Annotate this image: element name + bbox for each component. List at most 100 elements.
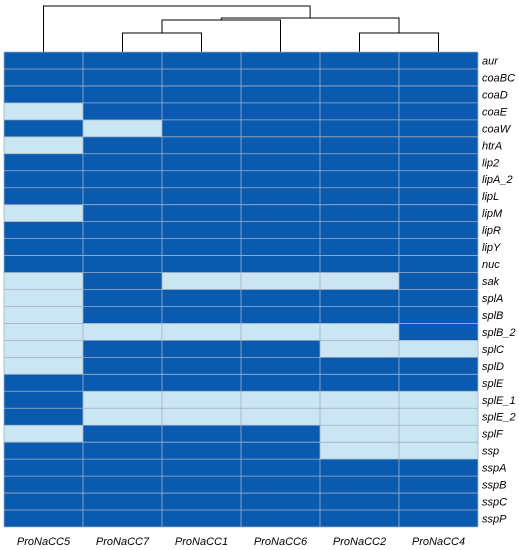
- heatmap-cell-sak-ProNaCC4: [399, 272, 478, 290]
- heatmap-cell-lipM-ProNaCC7: [83, 204, 162, 222]
- heatmap-cell-sspP-ProNaCC7: [83, 510, 162, 527]
- heatmap-cell-coaBC-ProNaCC6: [241, 68, 320, 86]
- heatmap-cell-splB_2-ProNaCC7: [83, 323, 162, 341]
- heatmap-cell-lipM-ProNaCC2: [320, 204, 399, 222]
- heatmap-cell-coaBC-ProNaCC7: [83, 68, 162, 86]
- heatmap-cell-ssp-ProNaCC7: [83, 442, 162, 460]
- row-label-coaE: coaE: [482, 106, 508, 118]
- heatmap-cell-ssp-ProNaCC1: [162, 442, 241, 460]
- row-label-splA: splA: [482, 293, 503, 305]
- heatmap-cell-lipL-ProNaCC5: [4, 187, 83, 205]
- heatmap-cell-lip2-ProNaCC5: [4, 153, 83, 171]
- heatmap-cell-lipM-ProNaCC4: [399, 204, 478, 222]
- heatmap-cell-splA-ProNaCC6: [241, 289, 320, 307]
- heatmap-cell-lipL-ProNaCC2: [320, 187, 399, 205]
- heatmap-cell-sak-ProNaCC5: [4, 272, 83, 290]
- heatmap-cell-lipR-ProNaCC7: [83, 221, 162, 239]
- heatmap-cell-coaW-ProNaCC5: [4, 119, 83, 137]
- heatmap-cell-splB_2-ProNaCC6: [241, 323, 320, 341]
- heatmap-cell-sspA-ProNaCC1: [162, 459, 241, 477]
- heatmap-cell-lipL-ProNaCC6: [241, 187, 320, 205]
- column-label-ProNaCC4: ProNaCC4: [412, 536, 465, 548]
- row-label-splD: splD: [482, 361, 504, 373]
- heatmap-cell-coaE-ProNaCC1: [162, 102, 241, 120]
- heatmap-cell-splE-ProNaCC7: [83, 374, 162, 392]
- heatmap-cell-sak-ProNaCC2: [320, 272, 399, 290]
- heatmap-cell-splB-ProNaCC6: [241, 306, 320, 324]
- heatmap-cell-splA-ProNaCC1: [162, 289, 241, 307]
- heatmap-cell-coaD-ProNaCC7: [83, 85, 162, 103]
- heatmap-cell-splE_1-ProNaCC2: [320, 391, 399, 409]
- heatmap-cell-coaE-ProNaCC6: [241, 102, 320, 120]
- heatmap-cell-splD-ProNaCC7: [83, 357, 162, 375]
- row-label-splE_2: splE_2: [482, 412, 516, 424]
- heatmap-cell-sspA-ProNaCC6: [241, 459, 320, 477]
- heatmap-cell-splE_2-ProNaCC1: [162, 408, 241, 426]
- heatmap-cell-splF-ProNaCC7: [83, 425, 162, 443]
- heatmap-cell-ssp-ProNaCC2: [320, 442, 399, 460]
- column-label-ProNaCC5: ProNaCC5: [17, 536, 71, 548]
- heatmap-cell-splE-ProNaCC4: [399, 374, 478, 392]
- heatmap-cell-splE_1-ProNaCC1: [162, 391, 241, 409]
- heatmap-cell-sspP-ProNaCC2: [320, 510, 399, 527]
- row-label-splE_1: splE_1: [482, 395, 516, 407]
- heatmap-cell-htrA-ProNaCC6: [241, 136, 320, 154]
- heatmap-cell-lipR-ProNaCC6: [241, 221, 320, 239]
- row-label-lipR: lipR: [482, 225, 501, 237]
- heatmap-cell-splA-ProNaCC4: [399, 289, 478, 307]
- heatmap-cell-htrA-ProNaCC5: [4, 136, 83, 154]
- heatmap-cell-lipY-ProNaCC7: [83, 238, 162, 256]
- heatmap-cell-splF-ProNaCC6: [241, 425, 320, 443]
- heatmap-cell-splC-ProNaCC5: [4, 340, 83, 358]
- heatmap-cell-lipA_2-ProNaCC5: [4, 170, 83, 188]
- heatmap-cell-sspP-ProNaCC5: [4, 510, 83, 527]
- heatmap-cell-lipR-ProNaCC4: [399, 221, 478, 239]
- heatmap-cell-coaW-ProNaCC1: [162, 119, 241, 137]
- heatmap-cell-splB-ProNaCC1: [162, 306, 241, 324]
- heatmap-cell-lipL-ProNaCC1: [162, 187, 241, 205]
- row-label-sspP: sspP: [482, 514, 507, 526]
- heatmap-cell-splE_2-ProNaCC6: [241, 408, 320, 426]
- heatmap-cell-sspC-ProNaCC5: [4, 493, 83, 511]
- heatmap-cell-sspB-ProNaCC6: [241, 476, 320, 494]
- heatmap-cell-htrA-ProNaCC7: [83, 136, 162, 154]
- heatmap-cell-aur-ProNaCC2: [320, 52, 399, 69]
- heatmap-cell-aur-ProNaCC6: [241, 52, 320, 69]
- heatmap-cell-coaE-ProNaCC2: [320, 102, 399, 120]
- heatmap-cell-lipR-ProNaCC1: [162, 221, 241, 239]
- heatmap-cell-coaD-ProNaCC6: [241, 85, 320, 103]
- heatmap-cell-splF-ProNaCC2: [320, 425, 399, 443]
- column-labels: ProNaCC5 ProNaCC7 ProNaCC1 ProNaCC6 ProNaCC2…: [17, 536, 465, 548]
- heatmap-cell-nuc-ProNaCC1: [162, 255, 241, 273]
- heatmap-cell-lip2-ProNaCC4: [399, 153, 478, 171]
- heatmap-cell-lipL-ProNaCC7: [83, 187, 162, 205]
- row-label-aur: aur: [482, 55, 499, 67]
- row-label-sspC: sspC: [482, 497, 507, 509]
- heatmap-cell-sspP-ProNaCC4: [399, 510, 478, 527]
- heatmap-cell-splB_2-ProNaCC5: [4, 323, 83, 341]
- heatmap-cell-lipA_2-ProNaCC1: [162, 170, 241, 188]
- heatmap-cell-splC-ProNaCC6: [241, 340, 320, 358]
- heatmap-cell-splE-ProNaCC6: [241, 374, 320, 392]
- heatmap-cell-aur-ProNaCC4: [399, 52, 478, 69]
- heatmap-cell-htrA-ProNaCC2: [320, 136, 399, 154]
- heatmap-cell-sak-ProNaCC6: [241, 272, 320, 290]
- heatmap-cell-splD-ProNaCC1: [162, 357, 241, 375]
- heatmap-cell-lipM-ProNaCC6: [241, 204, 320, 222]
- heatmap-cell-ssp-ProNaCC4: [399, 442, 478, 460]
- heatmap-cell-coaE-ProNaCC7: [83, 102, 162, 120]
- heatmap-cell-lipY-ProNaCC6: [241, 238, 320, 256]
- heatmap-cell-lip2-ProNaCC6: [241, 153, 320, 171]
- heatmap-cell-splA-ProNaCC5: [4, 289, 83, 307]
- heatmap-cell-lipY-ProNaCC1: [162, 238, 241, 256]
- heatmap-cell-splE_2-ProNaCC4: [399, 408, 478, 426]
- heatmap-cell-splB-ProNaCC2: [320, 306, 399, 324]
- heatmap-cell-splC-ProNaCC7: [83, 340, 162, 358]
- heatmap-cell-lipM-ProNaCC1: [162, 204, 241, 222]
- row-label-lip2: lip2: [482, 157, 499, 169]
- row-label-splE: splE: [482, 378, 504, 390]
- heatmap-cell-lipY-ProNaCC5: [4, 238, 83, 256]
- row-label-sak: sak: [482, 276, 500, 288]
- heatmap-cell-nuc-ProNaCC7: [83, 255, 162, 273]
